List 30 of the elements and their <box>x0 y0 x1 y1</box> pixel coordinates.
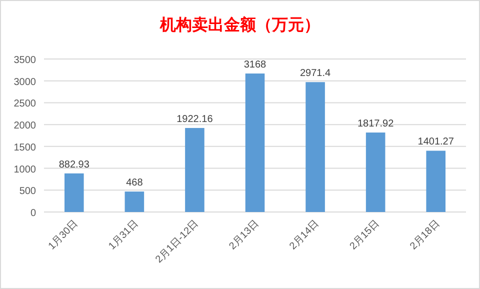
bar <box>64 173 84 212</box>
y-tick-label: 1000 <box>14 164 36 176</box>
y-tick-label: 3000 <box>14 76 36 88</box>
bar <box>306 82 325 212</box>
y-tick-label: 2000 <box>14 120 36 132</box>
data-label: 882.93 <box>58 159 90 170</box>
x-tick-label: 1月30日 <box>46 218 80 252</box>
x-tick-label: 2月15日 <box>348 218 382 252</box>
x-tick-label: 2月14日 <box>288 218 322 252</box>
bar <box>426 150 446 212</box>
y-tick-label: 500 <box>19 186 36 198</box>
bar <box>124 192 144 212</box>
y-tick-label: 0 <box>30 208 36 219</box>
x-tick-label: 2月1日-12日 <box>154 218 201 266</box>
chart-title: 机构卖出金额（万元） <box>159 16 320 34</box>
x-tick-label: 2月13日 <box>227 218 262 252</box>
y-tick-label: 1500 <box>14 142 36 154</box>
bar <box>245 74 265 212</box>
y-tick-label: 3500 <box>14 55 36 66</box>
y-tick-label: 2500 <box>14 98 36 110</box>
bar <box>185 128 204 212</box>
data-label: 1401.27 <box>418 136 454 148</box>
data-label: 1922.16 <box>176 114 214 125</box>
bar <box>366 132 386 212</box>
data-label: 2971.4 <box>300 68 332 80</box>
data-label: 1817.92 <box>357 118 394 130</box>
data-label: 468 <box>126 178 144 189</box>
x-tick-label: 1月31日 <box>106 218 141 252</box>
data-label: 3168 <box>244 60 267 71</box>
x-tick-label: 2月18日 <box>408 218 442 252</box>
